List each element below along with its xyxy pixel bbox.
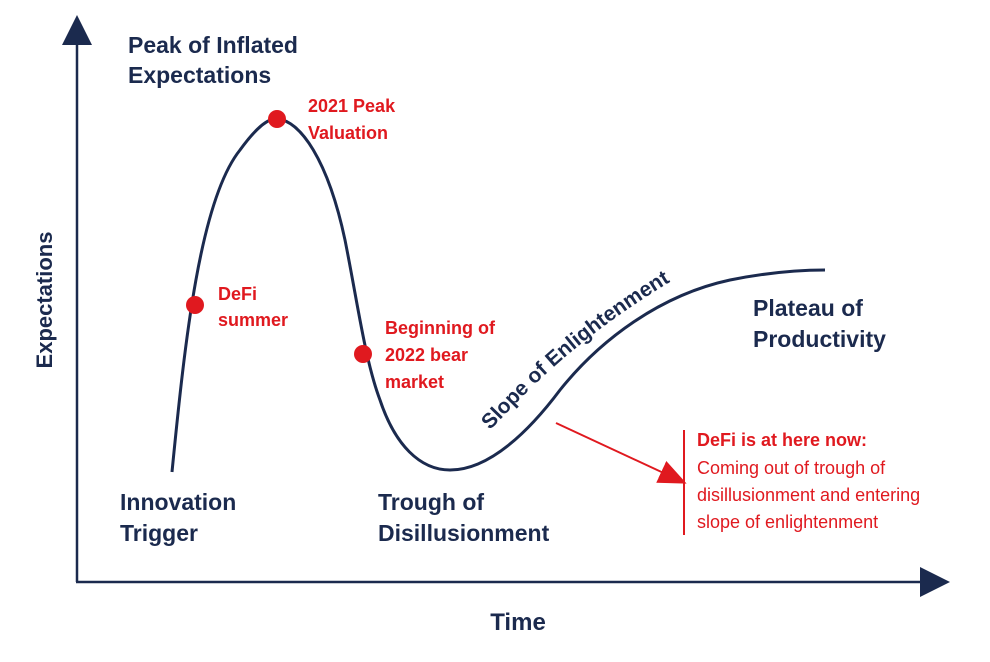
peak-phase-label: Peak of Inflated Expectations [128,32,304,88]
slope-phase-label: Slope of Enlightenment [477,266,673,433]
callout-body: Coming out of trough of disillusionment … [697,458,925,532]
y-axis-label: Expectations [32,232,57,369]
bear-2022-label: Beginning of 2022 bear market [385,318,500,392]
defi-summer-marker [186,296,204,314]
trough-phase-label: Trough of Disillusionment [378,489,550,546]
bear-2022-marker [354,345,372,363]
defi-summer-label: DeFi summer [218,284,288,330]
x-axis-label: Time [490,609,546,636]
innovation-trigger-label: Innovation Trigger [120,489,243,546]
hype-curve [170,117,826,473]
plateau-phase-label: Plateau of Productivity [753,295,886,352]
peak-2021-label: 2021 Peak Valuation [308,96,400,143]
peak-2021-marker [268,110,286,128]
callout-title: DeFi is at here now: [697,430,867,450]
callout-arrow [555,422,687,484]
